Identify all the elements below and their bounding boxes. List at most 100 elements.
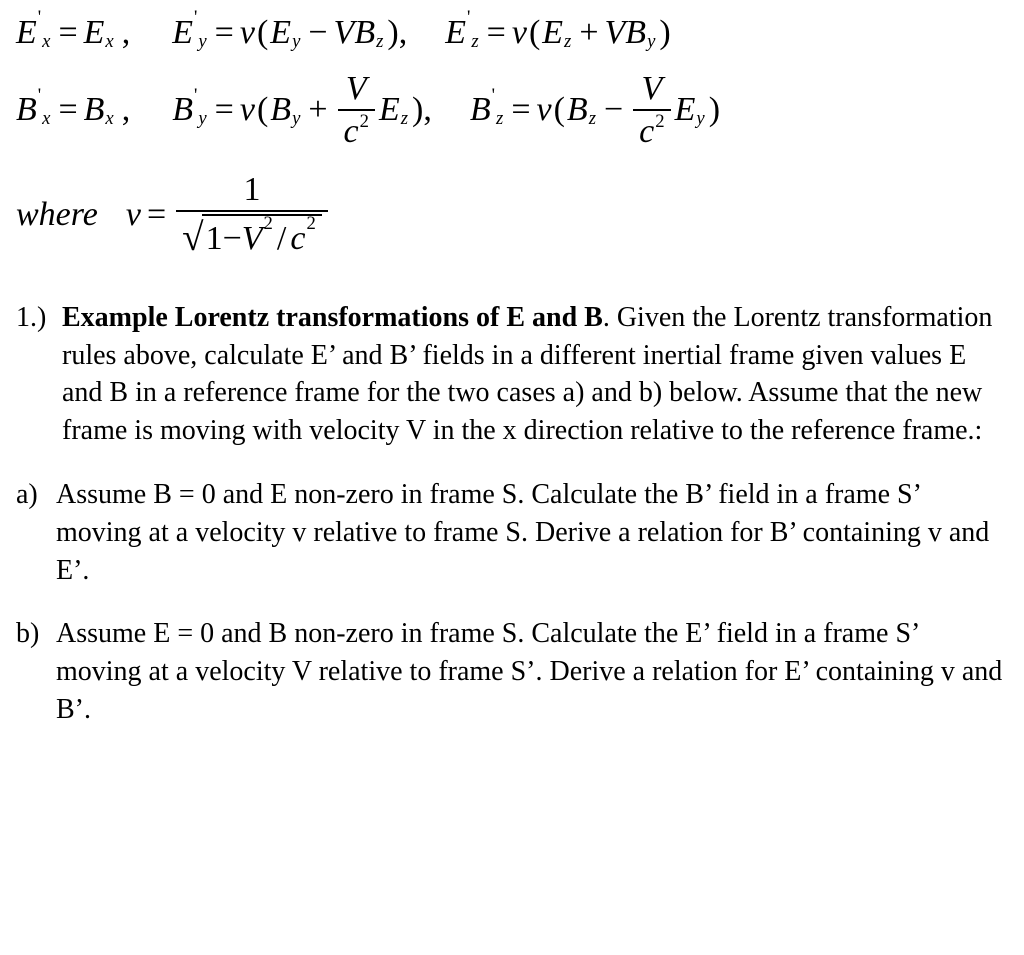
coeff: V [605,10,626,56]
sub: y [198,29,206,54]
eq-Ey: E'y = v( Ey − VBz ), [172,10,409,56]
var: B [270,87,291,133]
lhs: v [126,192,141,238]
problem-1: 1.)Example Lorentz transformations of E … [16,299,1008,450]
sub: y [198,106,206,131]
coeff: v [537,87,552,133]
part-b: b)Assume E = 0 and B non-zero in frame S… [16,615,1008,728]
fraction-bar [338,109,375,111]
rparen: ) [709,87,720,133]
where-definition: where v = 1 √ 1 − V2 / c2 [16,171,1008,259]
part-b-text: Assume E = 0 and B non-zero in frame S. … [56,615,1004,728]
equation-row-E: E'x = Ex , E'y = v( Ey − VBz ), E'z = v(… [16,10,1008,56]
eq-Ex: E'x = Ex , [16,10,136,56]
denominator: c2 [338,113,375,150]
sub: z [401,106,408,131]
var: E [270,10,291,56]
sub: z [471,29,478,54]
prime: ' [38,83,41,108]
comma: , [122,87,131,133]
equals: = [487,10,506,56]
coeff: V [334,10,355,56]
fraction: 1 √ 1 − V2 / c2 [176,171,328,259]
coeff: v [240,10,255,56]
var: E [84,10,105,56]
problem-text: Example Lorentz transformations of E and… [62,299,1004,450]
plus: + [579,10,598,56]
lparen: ( [529,10,540,56]
sub: x [105,29,113,54]
lparen: ( [257,87,268,133]
comma: , [122,10,131,56]
sub: y [292,106,300,131]
denominator: √ 1 − V2 / c2 [176,214,328,259]
var: B [16,87,37,133]
square-root: √ 1 − V2 / c2 [182,214,322,257]
fraction: V c2 [338,70,375,151]
sub: z [376,29,383,54]
sub: z [496,106,503,131]
sub: y [292,29,300,54]
minus: − [604,87,623,133]
part-a: a)Assume B = 0 and E non-zero in frame S… [16,476,1008,589]
plus: + [308,87,327,133]
equals: = [215,87,234,133]
part-b-label: b) [16,615,56,653]
prime: ' [194,83,197,108]
rparen: ), [412,87,432,133]
coeff: v [240,87,255,133]
prime: ' [194,5,197,30]
sub: y [696,106,704,131]
document-page: E'x = Ex , E'y = v( Ey − VBz ), E'z = v(… [0,0,1024,779]
minus: − [308,10,327,56]
fraction: V c2 [633,70,670,151]
equals: = [58,87,77,133]
eq-By: B'y = v( By + V c2 Ez ), [172,70,434,151]
var: B [84,87,105,133]
var: E [172,10,193,56]
equals: = [147,192,166,238]
sub: z [564,29,571,54]
eq-Bz: B'z = v( Bz − V c2 Ey ) [470,70,722,151]
radical-icon: √ [182,218,203,257]
equals: = [511,87,530,133]
problem-title: Example Lorentz transformations of E and… [62,302,603,333]
prime: ' [492,83,495,108]
problem-number: 1.) [16,299,62,337]
rparen: ), [387,10,407,56]
equation-row-B: B'x = Bx , B'y = v( By + V c2 Ez ), B'z … [16,70,1008,151]
part-a-label: a) [16,476,56,514]
var: E [16,10,37,56]
numerator: V [636,70,669,107]
fraction-bar [176,210,328,212]
var: B [354,10,375,56]
coeff: v [512,10,527,56]
sub: x [42,106,50,131]
numerator: 1 [237,171,266,208]
sub: z [589,106,596,131]
eq-Bx: B'x = Bx , [16,87,136,133]
sub: x [42,29,50,54]
var: B [567,87,588,133]
equals: = [215,10,234,56]
eq-Ez: E'z = v( Ez + VBy ) [445,10,672,56]
part-a-text: Assume B = 0 and E non-zero in frame S. … [56,476,1004,589]
var: E [542,10,563,56]
rparen: ) [659,10,670,56]
var: E [445,10,466,56]
var: B [172,87,193,133]
lparen: ( [257,10,268,56]
numerator: V [340,70,373,107]
var: E [379,87,400,133]
radicand: 1 − V2 / c2 [202,214,322,257]
denominator: c2 [633,113,670,150]
prime: ' [467,5,470,30]
var: E [675,87,696,133]
var: B [470,87,491,133]
equals: = [58,10,77,56]
sub: y [647,29,655,54]
prime: ' [38,5,41,30]
where-label: where [16,192,98,238]
lparen: ( [554,87,565,133]
sub: x [105,106,113,131]
